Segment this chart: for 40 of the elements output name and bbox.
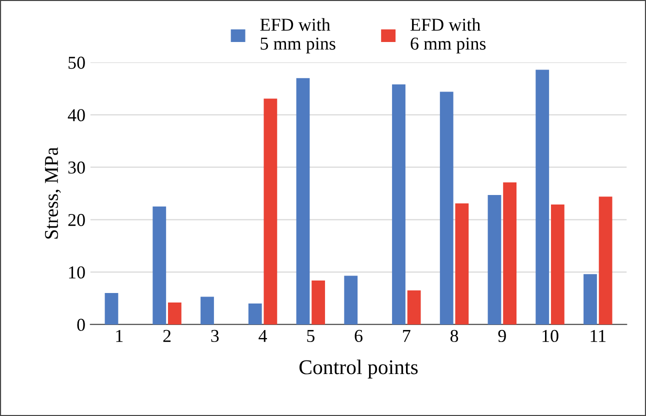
bar	[200, 296, 214, 324]
bar	[584, 274, 597, 324]
y-tick-label: 20	[68, 214, 85, 226]
bar	[344, 276, 358, 324]
x-tick-label: 11	[590, 330, 606, 342]
x-tick-label: 4	[258, 330, 268, 342]
y-tick-label: 50	[68, 56, 85, 69]
y-tick-label: 30	[68, 161, 85, 174]
bar	[488, 195, 502, 324]
legend-label: EFD with 6 mm pins	[410, 18, 486, 54]
x-tick-label: 5	[307, 330, 314, 342]
bar	[536, 70, 550, 324]
x-tick-label: 10	[542, 330, 558, 342]
bar	[264, 98, 278, 324]
x-tick-label: 6	[354, 330, 363, 342]
x-tick-label: 3	[211, 330, 219, 342]
x-tick-label: 2	[163, 330, 171, 342]
bar	[152, 206, 166, 324]
bar	[598, 196, 612, 324]
x-tick-label: 9	[498, 330, 506, 342]
legend-label: EFD with 5 mm pins	[260, 18, 336, 54]
bar	[455, 203, 469, 324]
bar	[407, 290, 421, 324]
bar	[550, 204, 564, 324]
y-axis-title: Stress, MPa	[44, 147, 61, 239]
bar	[248, 304, 262, 324]
bar	[503, 182, 517, 324]
bar	[440, 92, 454, 324]
y-tick-label: 10	[69, 266, 85, 279]
y-tick-label: 0	[77, 318, 85, 331]
x-tick-label: 1	[116, 330, 123, 342]
y-tick-label: 40	[68, 109, 85, 122]
bar	[168, 302, 182, 324]
bar	[312, 280, 326, 324]
x-tick-label: 7	[403, 330, 410, 342]
bar	[392, 84, 406, 324]
bar	[296, 78, 310, 324]
bar	[104, 293, 118, 324]
x-tick-label: 8	[450, 330, 458, 342]
x-axis-title: Control points	[299, 360, 418, 378]
